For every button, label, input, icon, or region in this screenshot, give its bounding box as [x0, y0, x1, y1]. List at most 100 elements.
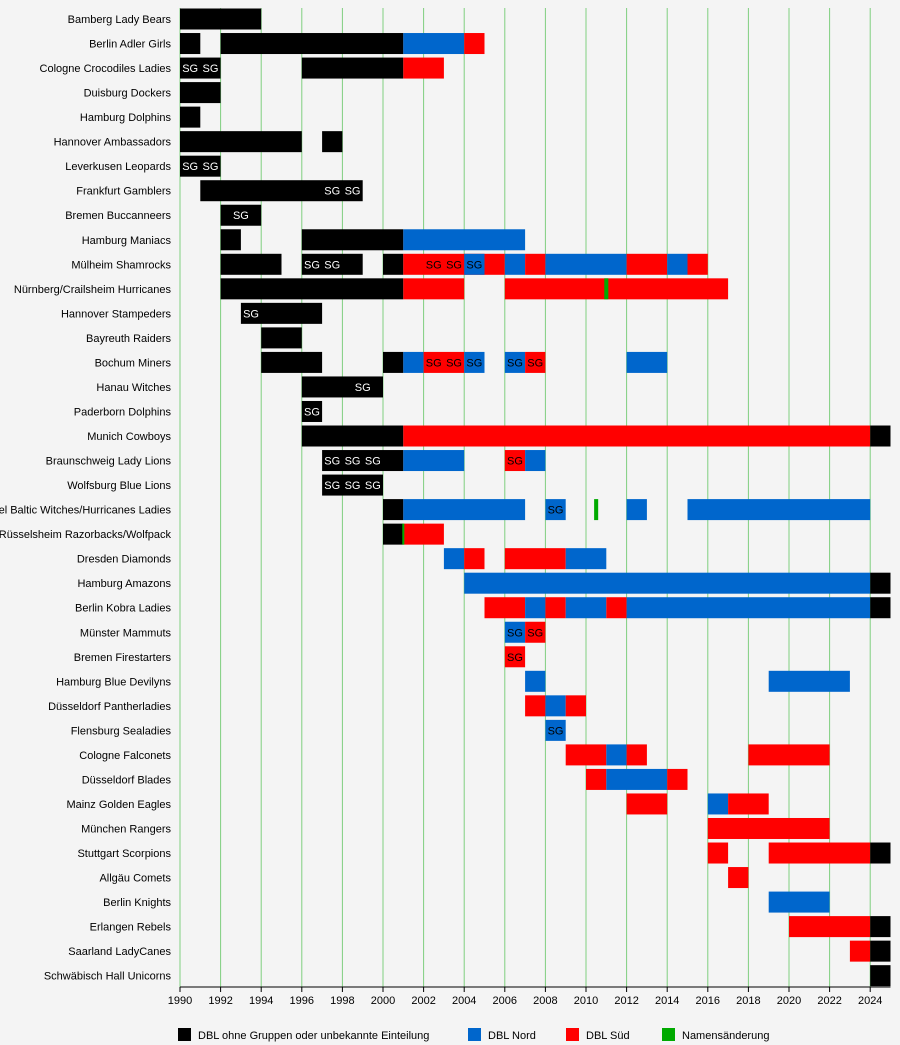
season-bar	[322, 474, 383, 496]
season-bar	[626, 793, 668, 815]
team-label: Leverkusen Leopards	[65, 161, 171, 173]
team-label: Hamburg Amazons	[77, 578, 171, 590]
season-bar	[606, 768, 668, 790]
team-row	[789, 916, 891, 938]
team-label: Kiel Baltic Witches/Hurricanes Ladies	[0, 505, 171, 517]
season-bar	[545, 499, 566, 521]
season-bar	[667, 768, 688, 790]
tick-label: 2004	[452, 995, 476, 1007]
season-bar	[789, 916, 871, 938]
season-bar	[423, 351, 465, 373]
team-row	[728, 867, 749, 889]
sg-label: SG	[345, 456, 361, 468]
season-bar	[525, 621, 546, 643]
legend-swatch	[566, 1028, 579, 1041]
team-label: Bremen Firestarters	[74, 652, 172, 664]
season-bar	[383, 523, 404, 545]
sg-label: SG	[507, 456, 523, 468]
season-bar	[301, 229, 404, 251]
team-row	[707, 817, 830, 839]
season-bar	[383, 351, 404, 373]
tick-label: 1996	[290, 995, 314, 1007]
season-bar	[403, 499, 526, 521]
sg-label: SG	[507, 357, 523, 369]
season-bar	[180, 57, 221, 79]
season-bar	[261, 351, 323, 373]
season-bar	[261, 327, 302, 349]
season-bar	[322, 450, 404, 472]
sg-label: SG	[527, 627, 543, 639]
sg-label: SG	[507, 627, 523, 639]
legend-label: DBL Süd	[586, 1030, 630, 1042]
team-row: SG SG SG SG SG	[261, 351, 668, 373]
season-bar	[403, 229, 526, 251]
season-bar	[626, 597, 871, 619]
season-bar	[728, 793, 769, 815]
team-label: Dresden Diamonds	[77, 554, 172, 566]
season-bar	[504, 450, 526, 472]
team-row	[301, 425, 891, 447]
season-bar	[220, 253, 282, 275]
team-row	[484, 597, 891, 619]
team-row	[383, 523, 444, 545]
tick-label: 2020	[777, 995, 801, 1007]
season-bar	[565, 548, 607, 570]
sg-label: SG	[548, 505, 564, 517]
season-bar	[180, 82, 221, 104]
season-bar	[870, 842, 891, 864]
tick-label: 2018	[736, 995, 760, 1007]
team-label: Bochum Miners	[95, 357, 172, 369]
season-bar	[626, 351, 668, 373]
sg-label: SG	[365, 456, 381, 468]
season-bar	[870, 940, 891, 962]
season-bar	[870, 572, 891, 594]
season-bar	[545, 719, 566, 741]
legend: DBL ohne Gruppen oder unbekannte Einteil…	[178, 1028, 769, 1042]
team-row: SG SG	[180, 57, 444, 79]
team-label: Nürnberg/Crailsheim Hurricanes	[14, 284, 172, 296]
tick-label: 2006	[493, 995, 517, 1007]
team-row: SG	[504, 646, 526, 668]
tick-label: 2024	[858, 995, 882, 1007]
team-row	[870, 965, 891, 987]
sg-label: SG	[324, 480, 340, 492]
team-label: Hamburg Blue Devilyns	[56, 676, 171, 688]
team-row	[180, 8, 262, 30]
legend-swatch	[468, 1028, 481, 1041]
season-bar	[484, 597, 526, 619]
season-bar	[504, 646, 526, 668]
season-bar	[301, 425, 404, 447]
sg-label: SG	[202, 161, 218, 173]
season-bar	[403, 450, 465, 472]
team-label: Bamberg Lady Bears	[68, 14, 172, 26]
season-bar	[768, 842, 871, 864]
x-axis: 1990 1992 1994 1996 1998 2000 2002 2004 2006 2008…	[168, 986, 891, 1007]
team-row	[586, 768, 688, 790]
legend-swatch	[178, 1028, 191, 1041]
team-row	[626, 793, 769, 815]
season-bar	[504, 253, 526, 275]
season-bar	[403, 425, 871, 447]
season-bar	[545, 695, 566, 717]
sg-label: SG	[466, 259, 482, 271]
team-label: Paderborn Dolphins	[74, 406, 172, 418]
season-bar	[586, 768, 607, 790]
grid-lines	[179, 8, 871, 987]
season-bar	[301, 376, 383, 398]
season-bar	[301, 253, 363, 275]
sg-label: SG	[548, 725, 564, 737]
team-label: Münster Mammuts	[80, 627, 172, 639]
season-bar	[403, 57, 444, 79]
sg-label: SG	[446, 259, 462, 271]
team-row	[443, 548, 607, 570]
season-bar	[525, 253, 546, 275]
season-bar	[667, 253, 688, 275]
season-bar	[870, 597, 891, 619]
sg-label: SG	[202, 63, 218, 75]
team-label: Hannover Ambassadors	[54, 137, 172, 149]
season-bar	[383, 253, 404, 275]
team-row	[525, 670, 850, 692]
team-row: SG SG	[200, 180, 363, 202]
